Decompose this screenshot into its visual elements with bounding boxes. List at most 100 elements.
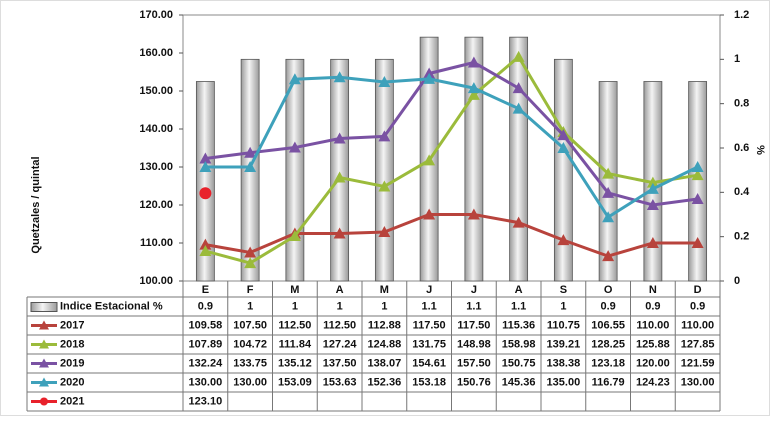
- table-cell: 135.12: [278, 357, 312, 369]
- table-cell: 0.9: [600, 300, 615, 312]
- point: [691, 161, 704, 172]
- point: [646, 237, 659, 248]
- table-cell: 125.88: [636, 338, 670, 350]
- point: [244, 257, 257, 269]
- legend-label: 2021: [60, 395, 84, 407]
- table-cell: 131.75: [412, 338, 446, 350]
- table-cell: 123.10: [189, 395, 223, 407]
- y2-tick-label: 1.2: [734, 9, 749, 21]
- y-tick-label: 100.00: [139, 275, 173, 287]
- x-tick-label: E: [202, 284, 209, 296]
- table-cell: 1: [337, 300, 343, 312]
- table-cell: 0.9: [645, 300, 660, 312]
- table-cell: 1: [560, 300, 566, 312]
- point: [557, 142, 570, 153]
- point: [602, 211, 615, 223]
- bar: [374, 58, 394, 282]
- table-cell: 1: [292, 300, 298, 312]
- table-cell: 124.88: [368, 338, 402, 350]
- point: [333, 171, 346, 183]
- table-cell: 137.50: [323, 357, 357, 369]
- y-tick-label: 140.00: [139, 123, 173, 135]
- point: [288, 230, 301, 242]
- point: [467, 208, 480, 220]
- table-cell: 117.50: [413, 319, 446, 331]
- legend-label: 2018: [60, 338, 84, 350]
- point: [646, 182, 659, 194]
- point: [199, 187, 212, 200]
- bar: [688, 81, 708, 282]
- table-cell: 158.98: [502, 338, 536, 350]
- point: [691, 192, 704, 204]
- table-cell: 139.21: [547, 338, 581, 350]
- y2-tick-label: 0.6: [734, 142, 749, 154]
- table-cell: 123.18: [591, 357, 625, 369]
- y-tick-label: 110.00: [140, 237, 173, 249]
- table-cell: 1.1: [466, 300, 481, 312]
- line: [205, 213, 698, 258]
- table-cell: 132.24: [189, 357, 224, 369]
- table-cell: 128.25: [591, 338, 625, 350]
- bar: [509, 36, 529, 282]
- y-tick-label: 120.00: [139, 199, 173, 211]
- point: [333, 227, 346, 239]
- legend-label: 2017: [60, 319, 84, 331]
- table-cell: 110.75: [547, 319, 580, 331]
- point: [423, 154, 436, 166]
- table-cell: 112.88: [368, 319, 401, 331]
- point: [512, 216, 525, 228]
- x-tick-label: F: [247, 284, 254, 296]
- table-cell: 133.75: [233, 357, 267, 369]
- y2-tick-label: 0.4: [734, 186, 750, 198]
- table-cell: 110.00: [636, 319, 669, 331]
- point: [557, 234, 570, 246]
- table-cell: 138.38: [547, 357, 581, 369]
- line: [204, 54, 698, 265]
- y-tick-label: 150.00: [139, 85, 173, 97]
- table-cell: 109.58: [189, 319, 223, 331]
- table-cell: 145.36: [502, 376, 536, 388]
- point: [244, 161, 257, 172]
- table-cell: 121.59: [681, 357, 715, 369]
- line: [205, 75, 699, 220]
- point: [602, 250, 615, 262]
- point: [691, 237, 704, 248]
- table-cell: 150.76: [457, 376, 491, 388]
- table-cell: 130.00: [681, 376, 715, 388]
- point: [423, 72, 436, 84]
- bar: [285, 58, 305, 282]
- table-cell: 1: [381, 300, 387, 312]
- table-cell: 1: [247, 300, 253, 312]
- bar: [553, 58, 573, 282]
- x-tick-label: A: [515, 284, 523, 296]
- table-cell: 130.00: [233, 376, 267, 388]
- point: [512, 102, 525, 114]
- table-cell: 157.50: [457, 357, 491, 369]
- legend-marker: [39, 339, 49, 349]
- point: [691, 169, 704, 181]
- table-cell: 135.00: [547, 376, 581, 388]
- point: [333, 132, 346, 144]
- point: [378, 226, 391, 238]
- y2-tick-label: 0: [734, 275, 740, 287]
- table-cell: 117.50: [457, 319, 490, 331]
- y-axis-label: Quetzales / quintal: [30, 156, 42, 253]
- y2-axis-label: %: [754, 145, 766, 155]
- point: [244, 146, 257, 158]
- table-cell: 104.72: [233, 338, 267, 350]
- x-tick-label: J: [426, 284, 432, 296]
- x-tick-label: D: [694, 284, 702, 296]
- point: [378, 130, 391, 142]
- table-cell: 150.75: [502, 357, 536, 369]
- point: [646, 199, 659, 210]
- point: [467, 88, 480, 100]
- point: [333, 71, 346, 83]
- point: [423, 208, 436, 220]
- line: [205, 60, 698, 207]
- legend-swatch: [30, 302, 58, 312]
- x-tick-label: M: [380, 284, 389, 296]
- point: [378, 180, 391, 192]
- x-tick-label: A: [336, 284, 344, 296]
- point: [199, 238, 212, 250]
